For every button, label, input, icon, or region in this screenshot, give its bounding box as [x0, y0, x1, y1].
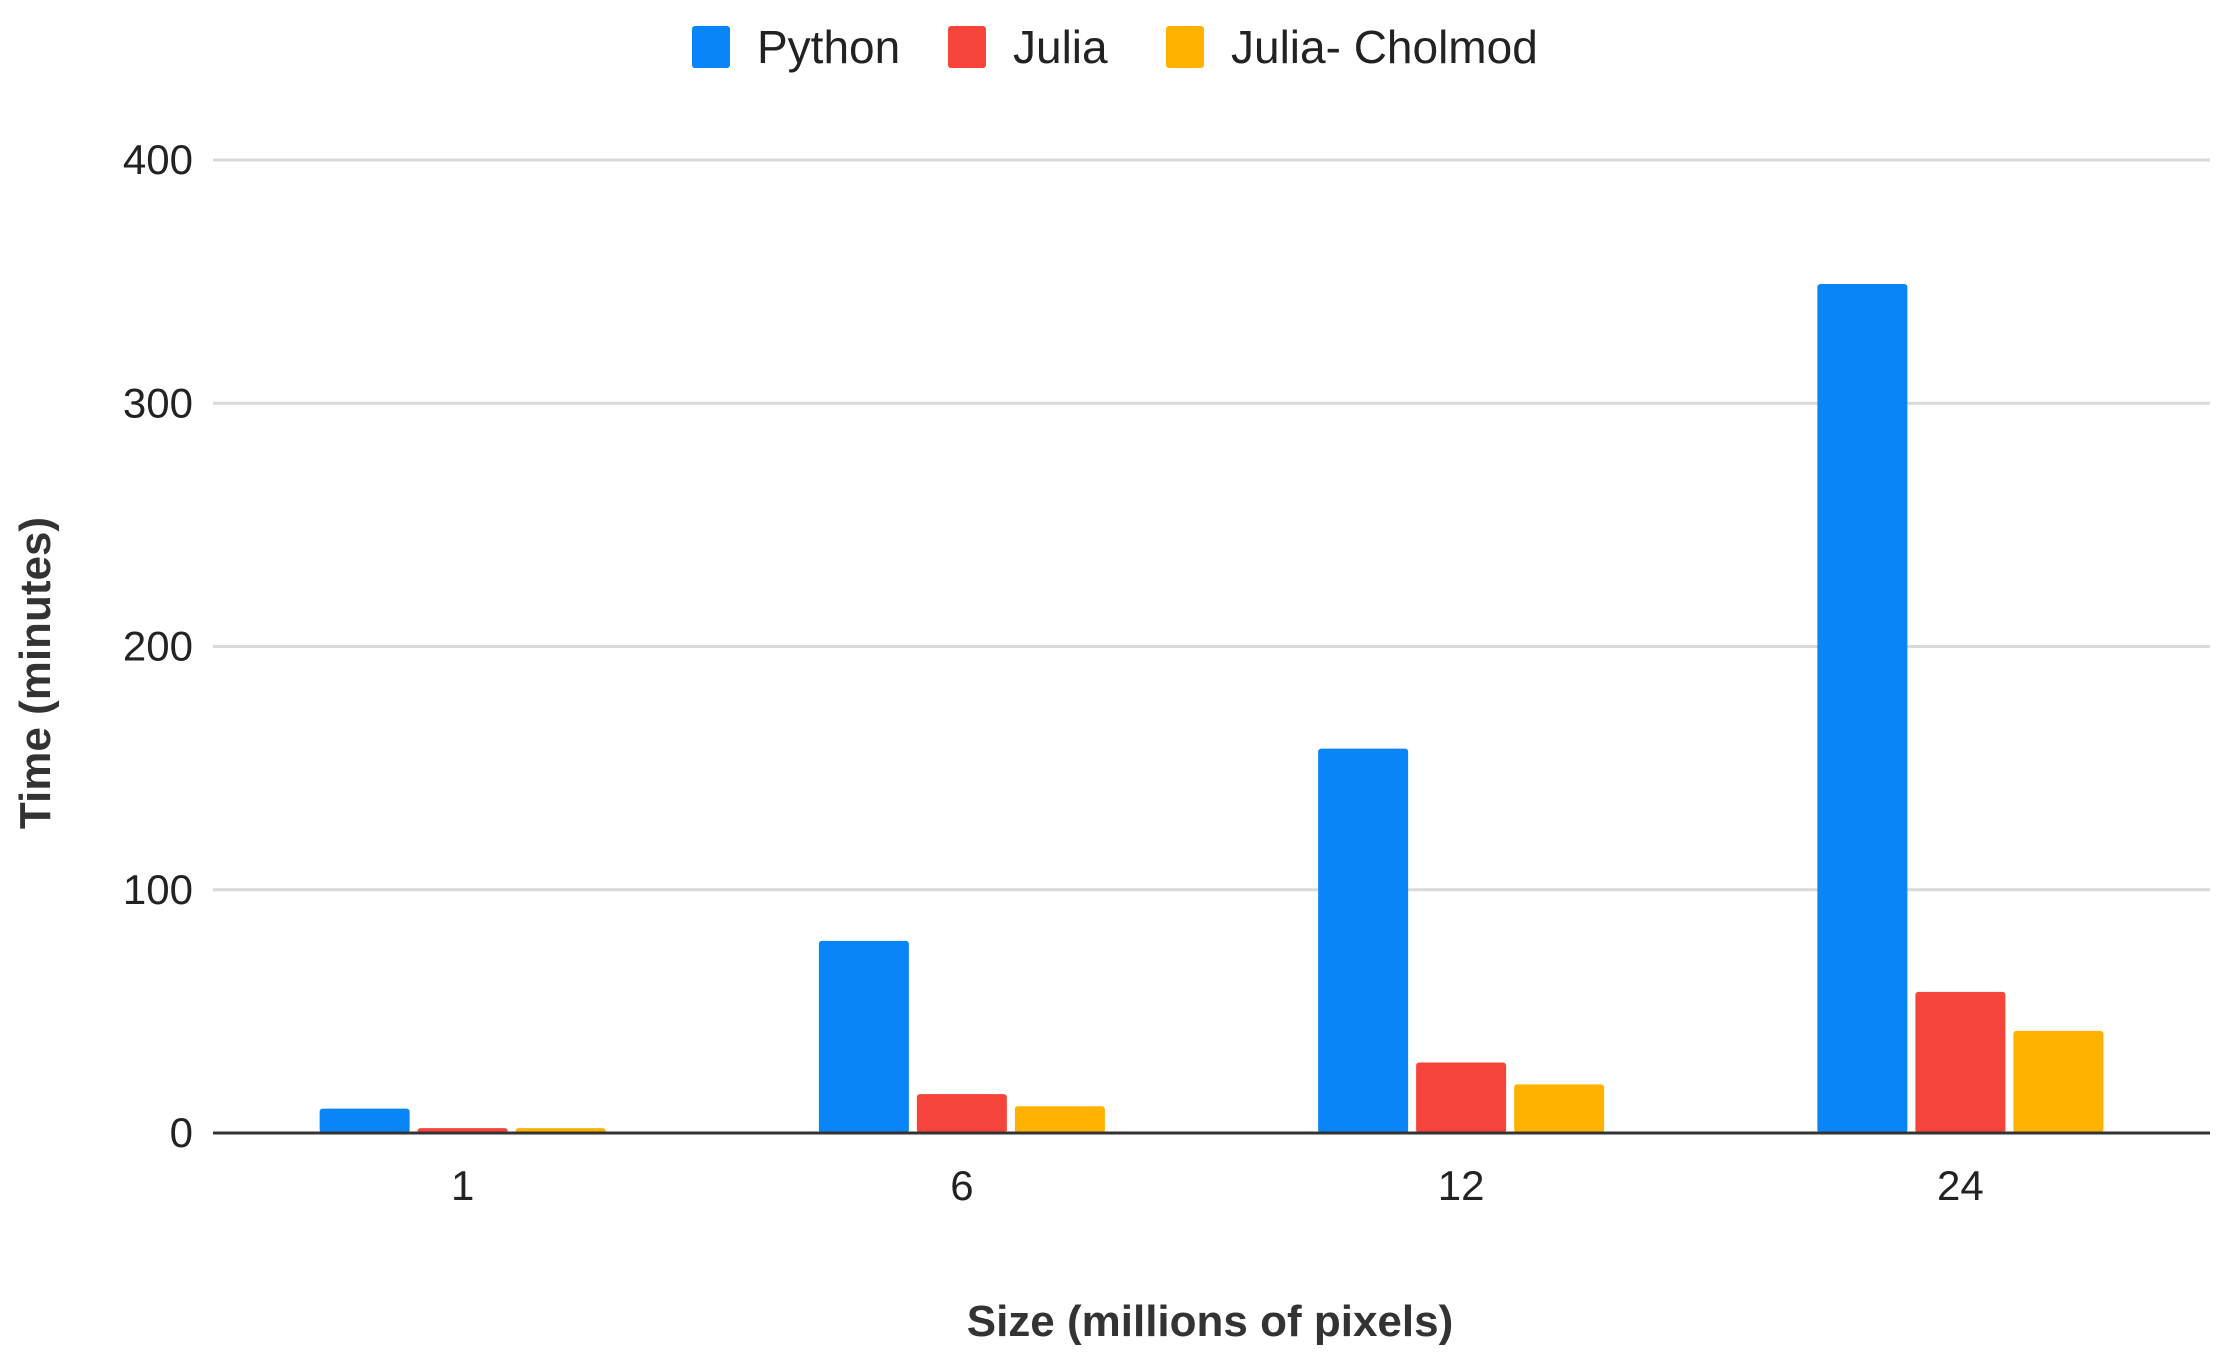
x-tick-label: 12	[1438, 1162, 1485, 1209]
y-axis-ticks: 0 100 200 300 400	[123, 136, 193, 1156]
bar-julia-12	[1416, 1062, 1507, 1133]
bar-python-6	[818, 940, 909, 1133]
bars	[319, 284, 2104, 1133]
x-tick-label: 1	[451, 1162, 474, 1209]
x-axis-title: Size (millions of pixels)	[967, 1297, 1454, 1346]
y-tick-label: 0	[170, 1109, 193, 1156]
x-tick-label: 24	[1937, 1162, 1984, 1209]
bar-julia-cholmod-24	[2013, 1030, 2104, 1133]
bar-julia-24	[1915, 991, 2006, 1133]
x-tick-label: 6	[950, 1162, 973, 1209]
bar-python-24	[1817, 284, 1908, 1133]
legend-swatch	[692, 26, 730, 68]
bar-python-1	[319, 1108, 410, 1133]
legend-swatch	[948, 26, 986, 68]
y-tick-label: 100	[123, 866, 193, 913]
gridlines	[213, 158, 2210, 892]
legend: Python Julia Julia- Cholmod	[692, 21, 1538, 73]
bar-python-12	[1318, 748, 1409, 1133]
legend-label: Julia	[1013, 21, 1108, 73]
legend-swatch	[1166, 26, 1204, 68]
legend-label: Python	[757, 21, 900, 73]
legend-label: Julia- Cholmod	[1231, 21, 1538, 73]
y-tick-label: 200	[123, 623, 193, 670]
bar-julia-6	[916, 1094, 1007, 1133]
x-axis-ticks: 1 6 12 24	[451, 1162, 1984, 1209]
bar-julia-cholmod-6	[1014, 1106, 1105, 1133]
y-tick-label: 400	[123, 136, 193, 183]
bar-julia-cholmod-12	[1514, 1084, 1605, 1133]
y-axis-title: Time (minutes)	[11, 517, 60, 829]
y-tick-label: 300	[123, 379, 193, 426]
